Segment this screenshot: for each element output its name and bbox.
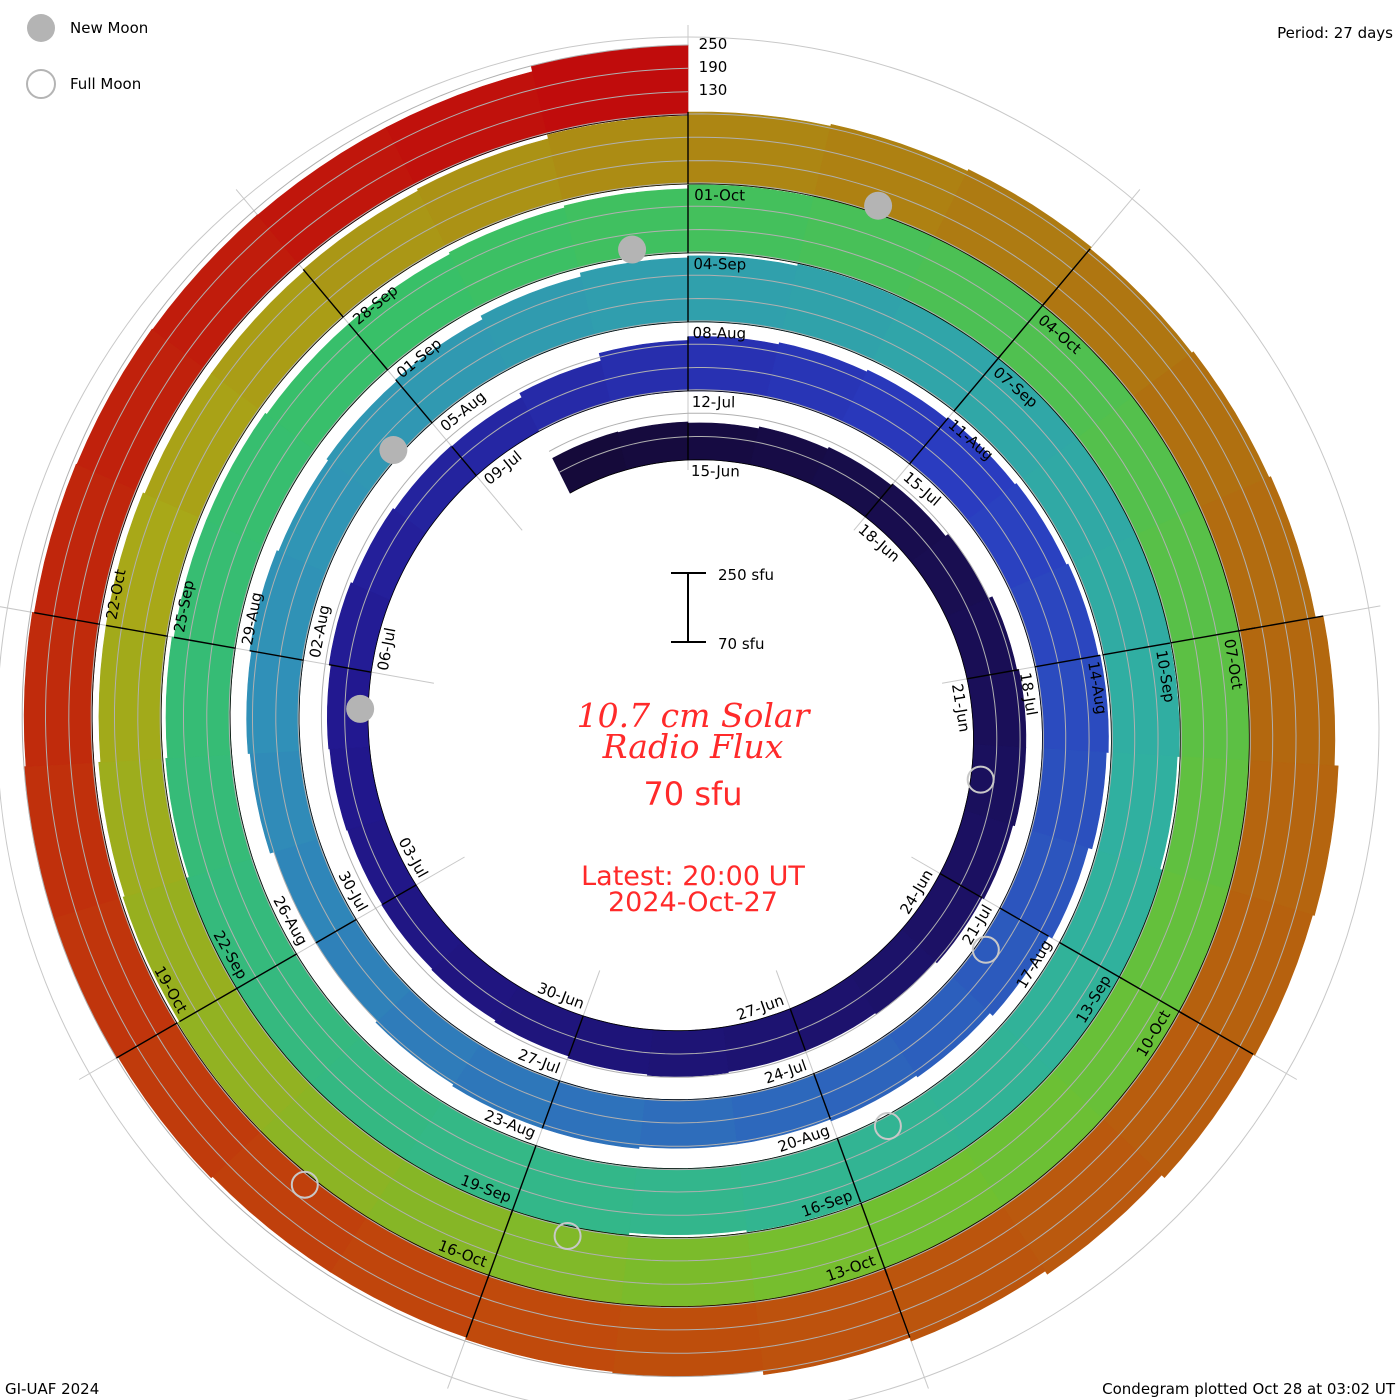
outer-grid-circle: [0, 36, 1380, 1400]
scale-bar: [671, 572, 706, 643]
day-divider: [348, 323, 389, 371]
day-divider: [567, 1015, 584, 1057]
flux-bar: [552, 431, 628, 494]
day-divider: [328, 664, 372, 673]
date-label: 15-Jun: [691, 462, 740, 481]
day-divider: [836, 1138, 862, 1203]
flux-bar: [23, 612, 100, 767]
day-divider: [1059, 941, 1123, 980]
chart-title-line1: 10.7 cm Solar: [577, 696, 812, 735]
credit-label: GI-UAF 2024: [5, 1380, 99, 1398]
day-divider: [173, 636, 236, 649]
level-line-190: [44, 67, 1297, 1354]
latest-time: Latest: 20:00 UT: [581, 861, 805, 892]
day-divider: [302, 269, 344, 318]
flux-bar: [1096, 752, 1178, 870]
day-divider: [510, 1145, 537, 1216]
scale-tick-190: 190: [699, 58, 728, 76]
day-divider: [789, 1008, 807, 1051]
current-value: 70 sfu: [643, 775, 742, 813]
scale-tick-250: 250: [699, 35, 728, 53]
flux-bar: [617, 421, 689, 471]
flux-bar: [1238, 615, 1336, 766]
date-label: 04-Sep: [693, 255, 746, 274]
day-divider: [395, 379, 433, 424]
full-moon-marker: [553, 1221, 582, 1250]
day-divider: [1102, 642, 1171, 656]
flux-bar: [579, 257, 689, 336]
day-divider: [939, 872, 983, 899]
day-divider: [864, 483, 894, 518]
new-moon-marker: [618, 235, 647, 264]
full-moon-marker: [873, 1112, 902, 1141]
scale-bar-bottom-label: 70 sfu: [718, 635, 764, 653]
day-divider: [966, 668, 1019, 680]
flux-bar: [687, 111, 831, 197]
day-divider: [860, 1202, 889, 1277]
date-label: 12-Jul: [692, 393, 736, 412]
full-moon-legend-icon: [26, 69, 56, 99]
level-lines: [21, 44, 1320, 1378]
day-divider: [813, 1073, 832, 1120]
day-divider: [953, 355, 1001, 412]
level-line-130: [68, 91, 1274, 1331]
day-divider: [1042, 248, 1091, 306]
day-divider: [116, 1022, 178, 1059]
full-moon-marker: [971, 935, 1000, 964]
flux-bar: [165, 636, 236, 759]
flux-bar: [628, 1163, 748, 1235]
day-divider: [34, 612, 100, 625]
latest-date: 2024-Oct-27: [608, 887, 778, 918]
level-line-70: [91, 114, 1250, 1307]
level-line-250: [21, 44, 1320, 1378]
full-moon-legend-label: Full Moon: [70, 75, 141, 93]
full-moon-marker: [966, 765, 995, 794]
flux-bar: [619, 1232, 757, 1314]
full-moon-marker: [290, 1170, 319, 1199]
day-divider: [999, 907, 1049, 937]
day-divider: [909, 417, 949, 465]
scale-tick-130: 130: [699, 81, 728, 99]
new-moon-marker: [864, 191, 893, 220]
day-divider: [541, 1080, 561, 1129]
day-divider: [105, 624, 168, 637]
date-label: 01-Oct: [694, 186, 745, 205]
chart-title-line2: Radio Flux: [602, 727, 784, 766]
plotted-label: Condegram plotted Oct 28 at 03:02 UT: [1102, 1380, 1396, 1398]
day-divider: [1034, 654, 1101, 668]
flux-bar: [612, 1300, 764, 1377]
flux-bar: [687, 422, 760, 466]
day-divider: [465, 1274, 490, 1338]
new-moon-marker: [379, 436, 408, 465]
date-label: 08-Aug: [692, 324, 746, 343]
day-divider: [1118, 976, 1191, 1019]
scale-bar-top-label: 250 sfu: [718, 566, 774, 584]
new-moon-legend-label: New Moon: [70, 19, 148, 37]
day-divider: [451, 446, 477, 477]
new-moon-marker: [346, 694, 375, 723]
day-divider: [883, 1267, 911, 1338]
day-divider: [1238, 615, 1324, 632]
flux-bar: [519, 360, 612, 432]
flux-bar: [98, 625, 168, 763]
new-moon-legend-icon: [27, 14, 55, 42]
day-divider: [249, 650, 304, 661]
day-divider: [487, 1210, 514, 1279]
moon-markers: [290, 191, 1000, 1250]
day-divider: [1178, 1010, 1254, 1055]
day-divider: [382, 884, 417, 906]
day-divider: [235, 953, 297, 990]
day-dividers: [34, 112, 1324, 1338]
day-divider: [315, 918, 357, 944]
period-label: Period: 27 days: [1277, 24, 1393, 42]
day-divider: [179, 987, 238, 1023]
